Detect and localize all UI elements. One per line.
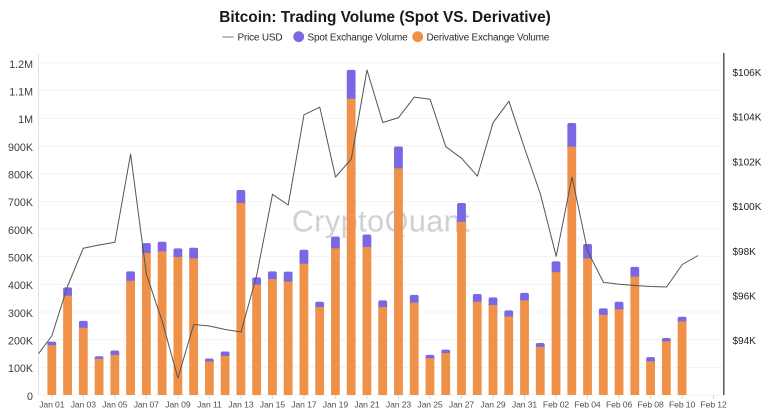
svg-text:900K: 900K (8, 142, 34, 154)
svg-text:Price USD: Price USD (238, 32, 283, 43)
svg-text:Jan 01: Jan 01 (39, 400, 65, 410)
svg-text:300K: 300K (8, 308, 34, 320)
svg-text:Jan 15: Jan 15 (260, 400, 286, 410)
svg-text:Jan 29: Jan 29 (480, 400, 506, 410)
svg-text:Jan 21: Jan 21 (354, 400, 380, 410)
svg-text:100K: 100K (8, 363, 34, 375)
svg-text:Bitcoin: Trading Volume (Spot: Bitcoin: Trading Volume (Spot VS. Deriva… (219, 9, 551, 26)
svg-text:400K: 400K (8, 280, 34, 292)
svg-text:Jan 13: Jan 13 (228, 400, 254, 410)
svg-text:Feb 04: Feb 04 (574, 400, 600, 410)
svg-text:500K: 500K (8, 253, 34, 265)
svg-text:Jan 09: Jan 09 (165, 400, 191, 410)
svg-text:Feb 02: Feb 02 (543, 400, 569, 410)
svg-text:600K: 600K (8, 225, 34, 237)
svg-text:$96K: $96K (733, 292, 757, 303)
svg-text:Derivative Exchange Volume: Derivative Exchange Volume (427, 32, 550, 43)
svg-text:Feb 08: Feb 08 (638, 400, 664, 410)
svg-text:0: 0 (27, 391, 33, 403)
svg-text:$106K: $106K (733, 68, 762, 79)
svg-text:$100K: $100K (733, 202, 762, 213)
svg-text:Spot Exchange Volume: Spot Exchange Volume (308, 32, 409, 43)
svg-text:Jan 11: Jan 11 (197, 400, 222, 410)
svg-text:$104K: $104K (733, 113, 762, 124)
svg-text:Feb 12: Feb 12 (701, 400, 727, 410)
svg-text:Jan 27: Jan 27 (449, 400, 475, 410)
svg-text:Feb 06: Feb 06 (606, 400, 632, 410)
svg-text:Feb 10: Feb 10 (669, 400, 695, 410)
svg-text:Jan 23: Jan 23 (386, 400, 412, 410)
svg-text:200K: 200K (8, 336, 34, 348)
svg-text:800K: 800K (8, 170, 34, 182)
svg-text:1.2M: 1.2M (9, 59, 33, 71)
svg-text:Jan 05: Jan 05 (102, 400, 128, 410)
svg-text:Jan 03: Jan 03 (71, 400, 97, 410)
svg-text:1M: 1M (18, 114, 33, 126)
svg-text:$98K: $98K (733, 247, 757, 258)
svg-text:$102K: $102K (733, 157, 762, 168)
svg-text:CryptoQuant: CryptoQuant (292, 204, 470, 238)
svg-text:$94K: $94K (733, 336, 757, 347)
svg-text:Jan 19: Jan 19 (323, 400, 349, 410)
svg-text:Jan 07: Jan 07 (134, 400, 160, 410)
svg-text:Jan 25: Jan 25 (417, 400, 443, 410)
svg-text:Jan 31: Jan 31 (512, 400, 538, 410)
svg-text:1.1M: 1.1M (9, 87, 33, 99)
svg-text:Jan 17: Jan 17 (291, 400, 317, 410)
svg-text:700K: 700K (8, 197, 34, 209)
